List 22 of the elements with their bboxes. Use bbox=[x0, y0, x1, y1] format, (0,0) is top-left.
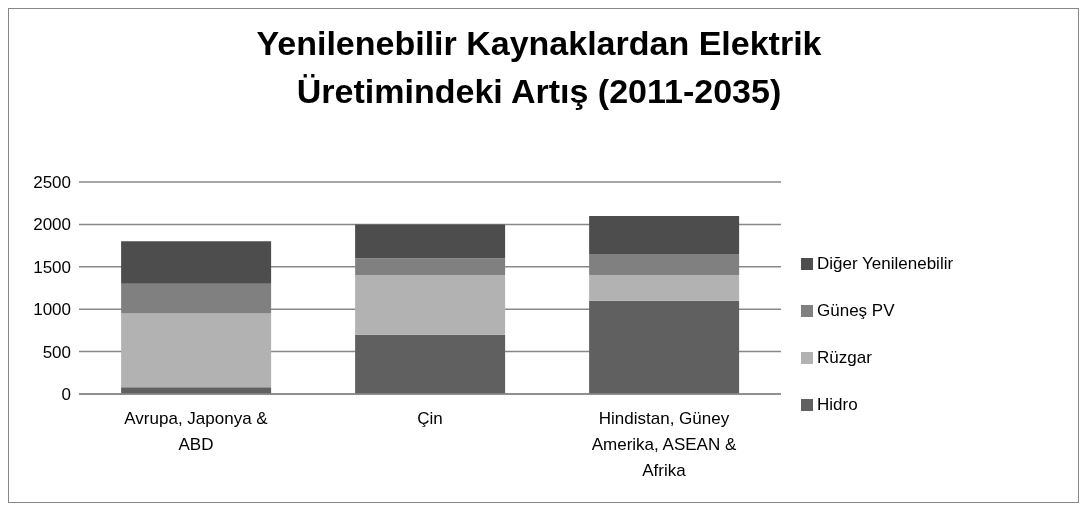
bar bbox=[121, 241, 272, 284]
bar bbox=[355, 334, 506, 394]
legend-label: Rüzgar bbox=[817, 347, 872, 368]
y-tick-label: 1500 bbox=[33, 257, 71, 277]
y-tick-label: 2500 bbox=[33, 173, 71, 193]
y-tick-label: 0 bbox=[61, 385, 71, 405]
legend-label: Hidro bbox=[817, 394, 858, 415]
bar bbox=[589, 300, 740, 394]
legend-label: Güneş PV bbox=[817, 300, 895, 321]
bar bbox=[355, 224, 506, 259]
legend-label: Diğer Yenilenebilir bbox=[817, 253, 954, 274]
x-tick-label: Çin bbox=[417, 409, 443, 428]
bar bbox=[121, 313, 272, 388]
x-tick-label: Avrupa, Japonya & ABD bbox=[124, 409, 269, 454]
y-tick-label: 500 bbox=[42, 342, 71, 362]
bar bbox=[589, 215, 740, 255]
bar bbox=[355, 275, 506, 335]
y-tick-label: 1000 bbox=[33, 300, 71, 320]
y-tick-label: 2000 bbox=[33, 215, 71, 235]
x-tick-label: Hindistan, Güney Amerika, ASEAN & Afrika bbox=[591, 409, 737, 480]
bar bbox=[589, 275, 740, 301]
chart-title: Yenilenebilir Kaynaklardan Elektrik Üretimindeki Artış (2011-2035) bbox=[255, 23, 823, 112]
